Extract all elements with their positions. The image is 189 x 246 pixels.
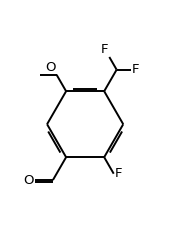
Text: O: O: [46, 61, 56, 74]
Text: F: F: [115, 167, 122, 180]
Text: O: O: [24, 174, 34, 187]
Text: F: F: [132, 63, 140, 76]
Text: F: F: [101, 43, 108, 56]
